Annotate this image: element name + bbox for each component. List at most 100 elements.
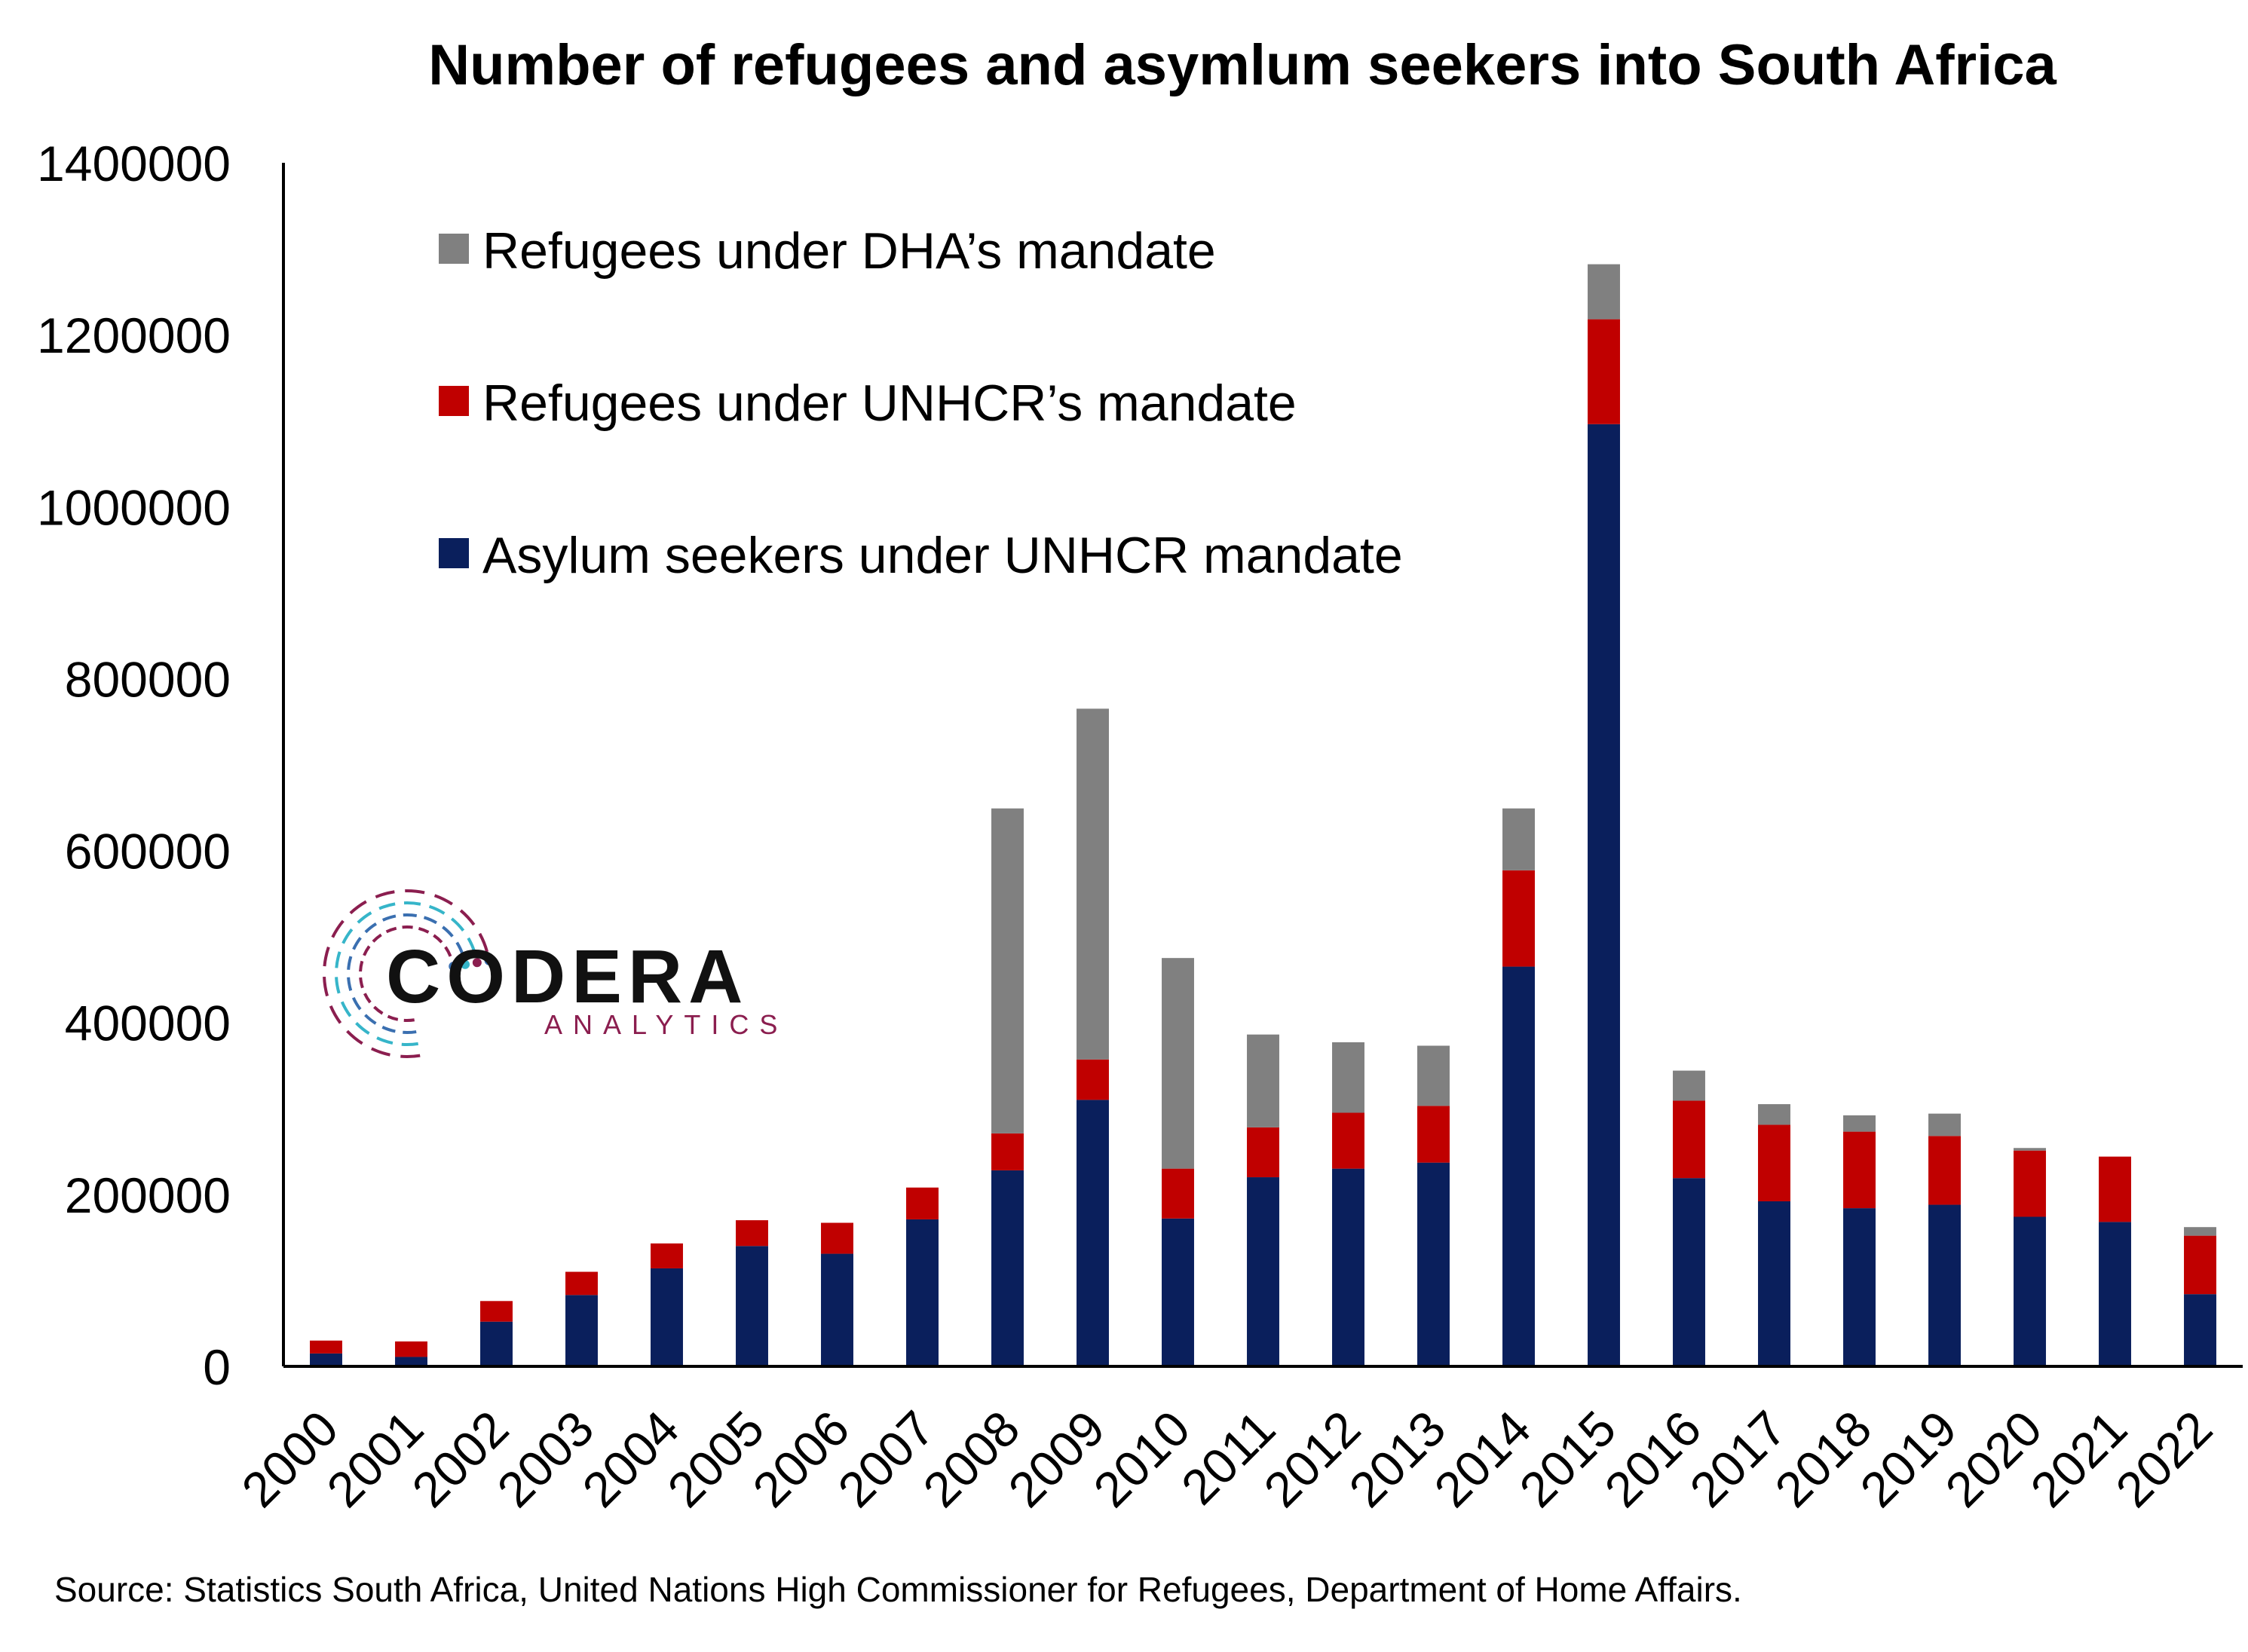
legend-swatch	[439, 386, 469, 416]
bar-segment-2022-s2	[2184, 1227, 2216, 1236]
bar-segment-2011-s1	[1247, 1127, 1279, 1178]
legend: Refugees under DHA’s mandate Refugees und…	[439, 222, 1403, 584]
bar-segment-2020-s1	[2014, 1150, 2046, 1217]
x-tick-label: 2016	[1594, 1400, 1711, 1518]
x-tick-label: 2000	[231, 1400, 348, 1518]
bar-segment-2016-s0	[1673, 1178, 1705, 1366]
legend-swatch	[439, 234, 469, 264]
bar-segment-2013-s0	[1417, 1162, 1450, 1366]
logo-node	[472, 958, 482, 968]
bar-segment-2017-s2	[1758, 1104, 1790, 1125]
x-tick-label: 2014	[1423, 1400, 1541, 1518]
x-tick-label: 2001	[316, 1400, 433, 1518]
y-tick-label: 1000000	[37, 479, 231, 535]
bar-segment-2014-s1	[1502, 870, 1535, 967]
bar-segment-2015-s0	[1588, 424, 1620, 1367]
x-tick-label: 2011	[1171, 1400, 1286, 1516]
logo-name: CODERA	[386, 935, 749, 1019]
x-tick-label: 2004	[571, 1400, 689, 1518]
bar-segment-2015-s2	[1588, 264, 1620, 320]
bar-segment-2019-s0	[1928, 1204, 1961, 1366]
legend-label: Asylum seekers under UNHCR mandate	[482, 527, 1403, 584]
logo-arc	[347, 913, 467, 1034]
bar-segment-2009-s0	[1077, 1100, 1109, 1366]
bar-segment-2001-s1	[395, 1341, 427, 1357]
bar-segment-2018-s1	[1843, 1131, 1876, 1209]
logo-arc	[335, 901, 479, 1046]
bar-segment-2004-s0	[651, 1268, 683, 1366]
bar-segment-2017-s1	[1758, 1124, 1790, 1201]
bar-segment-2000-s1	[310, 1340, 342, 1354]
x-tick-label: 2018	[1764, 1400, 1882, 1518]
x-tick-label: 2010	[1083, 1400, 1200, 1518]
bar-segment-2004-s1	[651, 1243, 683, 1268]
bar-segment-2005-s1	[736, 1220, 768, 1247]
legend-swatch	[439, 538, 469, 568]
bar-segment-2022-s0	[2184, 1294, 2216, 1366]
bar-segment-2013-s2	[1417, 1045, 1450, 1106]
bar-segment-2000-s0	[310, 1353, 342, 1366]
bar-segment-2007-s0	[906, 1219, 939, 1366]
bar-segment-2012-s1	[1332, 1112, 1364, 1169]
bar-segment-2022-s1	[2184, 1235, 2216, 1295]
bar-segment-2018-s0	[1843, 1208, 1876, 1366]
codera-logo: CODERA ANALYTICS	[323, 889, 788, 1059]
x-tick-label: 2021	[2020, 1400, 2137, 1518]
bar-segment-2017-s0	[1758, 1201, 1790, 1366]
bar-segment-2009-s2	[1077, 708, 1109, 1060]
y-tick-label: 600000	[65, 824, 231, 880]
x-tick-label: 2017	[1679, 1400, 1796, 1518]
logo-node	[449, 962, 458, 971]
bar-segment-2014-s0	[1502, 966, 1535, 1366]
x-tick-label: 2020	[1934, 1400, 2052, 1518]
x-tick-label: 2022	[2105, 1400, 2222, 1518]
bar-segment-2003-s0	[565, 1295, 598, 1366]
y-tick-label: 200000	[65, 1167, 231, 1223]
bar-segment-2019-s1	[1928, 1136, 1961, 1205]
bar-segment-2002-s1	[480, 1301, 513, 1322]
bar-segment-2010-s2	[1162, 958, 1194, 1169]
legend-label: Refugees under DHA’s mandate	[482, 222, 1216, 280]
y-tick-label: 0	[203, 1339, 231, 1395]
x-tick-label: 2012	[1253, 1400, 1371, 1518]
bar-segment-2008-s1	[991, 1133, 1024, 1170]
bar-segment-2020-s0	[2014, 1216, 2046, 1366]
source-note: Source: Statistics South Africa, United …	[54, 1570, 1742, 1609]
bar-segment-2009-s1	[1077, 1059, 1109, 1100]
logo-arc	[359, 925, 455, 1022]
chart-title: Number of refugees and asymlum seekers i…	[428, 33, 2057, 97]
bar-segment-2010-s1	[1162, 1168, 1194, 1219]
bar-segment-2019-s2	[1928, 1113, 1961, 1137]
x-tick-label: 2008	[912, 1400, 1030, 1518]
y-axis: 0 200000 400000 600000 800000 1000000 1200000 1…	[37, 136, 285, 1395]
bars	[310, 264, 2216, 1367]
legend-label: Refugees under UNHCR’s mandate	[482, 375, 1297, 432]
x-tick-label: 2006	[742, 1400, 859, 1518]
bar-segment-2007-s1	[906, 1187, 939, 1219]
y-tick-label: 800000	[65, 651, 231, 707]
y-tick-label: 1200000	[37, 307, 231, 363]
bar-segment-2008-s0	[991, 1170, 1024, 1366]
bar-segment-2018-s2	[1843, 1115, 1876, 1132]
bar-segment-2005-s0	[736, 1246, 768, 1366]
bar-segment-2012-s2	[1332, 1042, 1364, 1113]
bar-segment-2020-s2	[2014, 1148, 2046, 1151]
bar-segment-2013-s1	[1417, 1106, 1450, 1163]
logo-node	[461, 959, 470, 969]
bar-segment-2001-s0	[395, 1357, 427, 1366]
bar-segment-2021-s0	[2099, 1222, 2131, 1366]
bar-segment-2015-s1	[1588, 319, 1620, 424]
x-tick-label: 2003	[486, 1400, 604, 1518]
x-tick-label: 2015	[1508, 1400, 1626, 1518]
logo-node	[484, 956, 494, 965]
bar-segment-2011-s0	[1247, 1177, 1279, 1366]
y-tick-label: 400000	[65, 996, 231, 1051]
bar-segment-2021-s1	[2099, 1156, 2131, 1222]
bar-segment-2010-s0	[1162, 1218, 1194, 1366]
x-tick-label: 2013	[1338, 1400, 1456, 1518]
bar-segment-2012-s0	[1332, 1168, 1364, 1366]
logo-tagline: ANALYTICS	[544, 1009, 788, 1040]
bar-segment-2008-s2	[991, 808, 1024, 1133]
bar-segment-2006-s0	[821, 1253, 853, 1366]
